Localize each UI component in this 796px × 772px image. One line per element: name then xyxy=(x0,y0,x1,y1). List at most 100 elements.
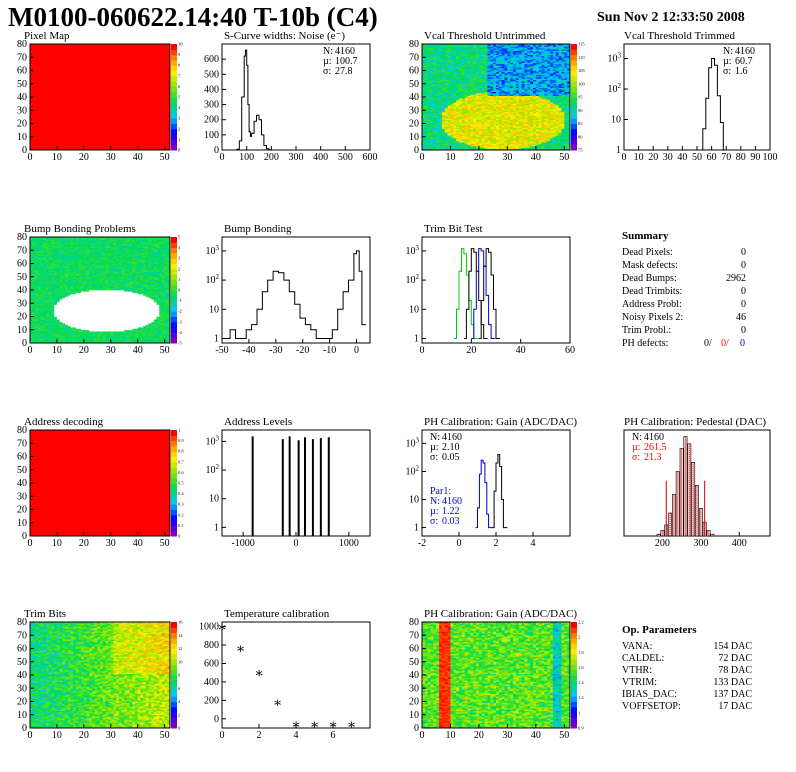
timestamp: Sun Nov 2 12:33:50 2008 xyxy=(597,10,745,25)
color-scale-step xyxy=(171,685,177,692)
y-tick-label: 10 xyxy=(17,325,27,336)
y-tick-label: 103 xyxy=(206,244,220,257)
summary-row-value: 0 xyxy=(741,325,746,336)
chart-scurve-noise: S-Curve widths: Noise (e⁻)0 100 200 300 400 5… xyxy=(204,30,378,163)
color-scale-label: 0.9 xyxy=(178,438,184,443)
color-scale-step xyxy=(171,311,177,317)
color-scale-step xyxy=(171,284,177,291)
plot-frame xyxy=(221,621,371,729)
color-scale-step xyxy=(171,504,177,510)
y-tick-label: 30 xyxy=(409,683,419,694)
color-scale-step xyxy=(171,675,177,681)
chart-ph-gain-map: PH Calibration: Gain (ADC/DAC) 0.9 1 1.2 1.4… xyxy=(409,608,584,741)
color-scale-label: 0.2 xyxy=(178,512,184,517)
chart-title: Trim Bits xyxy=(24,608,66,620)
color-scale-step xyxy=(171,237,177,243)
y-tick-label: 60 xyxy=(17,66,27,77)
color-scale-label: 5 xyxy=(178,95,181,100)
chart-temperature: Temperature calibration 0 2 4 6 0 200 400 600 800… xyxy=(199,608,371,741)
x-tick-label: 0 xyxy=(420,345,425,356)
color-scale-step xyxy=(571,70,577,77)
y-tick-label: 40 xyxy=(409,92,419,103)
y-tick-label: 60 xyxy=(409,66,419,77)
op-param-value: 72 DAC xyxy=(718,653,752,664)
summary-row-label: Dead Trimbits: xyxy=(622,286,682,297)
y-tick-label: 30 xyxy=(17,491,27,502)
summary-row-value: 0 xyxy=(741,299,746,310)
color-scale-step xyxy=(571,664,577,671)
stats2-value: 0.03 xyxy=(442,516,460,527)
y-tick-label: 600 xyxy=(204,54,219,65)
data-point: ∗ xyxy=(236,642,246,657)
data-point: ∗ xyxy=(328,718,338,733)
x-tick-label: 40 xyxy=(677,152,687,163)
y-tick-label: 60 xyxy=(17,452,27,463)
chart-title: Bump Bonding xyxy=(224,223,292,235)
stats-label: µ: xyxy=(430,442,439,453)
chart-address-decoding: Address decoding 0 0.1 0.2 0.3 0.4 0.5 0.6 0.7 0.… xyxy=(17,416,184,549)
stats2-label: σ: xyxy=(430,516,438,527)
color-scale-step xyxy=(571,44,577,50)
color-scale-label: 10 xyxy=(178,42,183,47)
color-scale-step xyxy=(171,59,177,66)
color-scale-step xyxy=(171,118,177,124)
color-scale-step xyxy=(171,332,177,339)
color-scale-label: 2 xyxy=(178,126,180,131)
x-tick-label: 0 xyxy=(28,538,33,549)
color-scale-step xyxy=(171,86,177,93)
color-scale-step xyxy=(171,690,177,697)
color-scale-label: 14 xyxy=(178,633,183,638)
x-tick-label: 40 xyxy=(133,345,143,356)
op-params-title: Op. Parameters xyxy=(622,624,697,636)
y-tick-label: 1 xyxy=(414,333,419,344)
x-tick-label: 500 xyxy=(338,152,353,163)
y-tick-label: 30 xyxy=(17,683,27,694)
color-scale-step xyxy=(171,664,177,671)
op-param-value: 78 DAC xyxy=(718,665,752,676)
page-title: M0100-060622.14:40 T-10b (C4) xyxy=(8,2,378,32)
y-tick-label: 80 xyxy=(17,232,27,243)
y-tick-label: 70 xyxy=(17,630,27,641)
color-scale-step xyxy=(571,717,577,724)
color-scale-label: 10 xyxy=(178,659,183,664)
x-tick-label: 50 xyxy=(160,152,170,163)
stats-value: 21.3 xyxy=(644,452,662,463)
color-scale-step xyxy=(571,91,577,98)
x-tick-label: 10 xyxy=(52,730,62,741)
x-tick-label: 10 xyxy=(445,730,455,741)
color-scale-step xyxy=(571,669,577,676)
x-tick-label: 0 xyxy=(622,152,627,163)
stats-label: σ: xyxy=(723,66,731,77)
x-tick-label: 70 xyxy=(721,152,731,163)
y-tick-label: 10 xyxy=(17,132,27,143)
color-scale-step xyxy=(171,263,177,270)
y-tick-label: 40 xyxy=(409,670,419,681)
x-tick-label: 10 xyxy=(52,152,62,163)
color-scale-step xyxy=(171,49,177,56)
x-tick-label: 80 xyxy=(736,152,746,163)
y-tick-label: 300 xyxy=(204,100,219,111)
color-scale-step xyxy=(571,632,577,639)
heatmap-cells xyxy=(422,622,571,729)
y-tick-label: 50 xyxy=(409,657,419,668)
color-scale-label: 0.6 xyxy=(178,470,184,475)
y-tick-label: 102 xyxy=(608,82,622,95)
color-scale-step xyxy=(171,445,177,452)
x-tick-label: 200 xyxy=(264,152,279,163)
x-tick-label: 40 xyxy=(133,730,143,741)
y-tick-label: 40 xyxy=(17,285,27,296)
color-scale-step xyxy=(171,75,177,82)
y-tick-label: 80 xyxy=(409,617,419,628)
color-scale-step xyxy=(571,643,577,649)
color-scale-step xyxy=(171,525,177,532)
color-scale-step xyxy=(171,637,177,644)
color-scale-label: 1 xyxy=(578,710,580,715)
x-tick-label: 0 xyxy=(28,152,33,163)
summary-row-label: Trim Probl.: xyxy=(622,325,671,336)
color-scale-step xyxy=(171,123,177,130)
color-scale-label: 8 xyxy=(178,63,181,68)
color-scale-step xyxy=(571,49,577,56)
x-tick-label: 20 xyxy=(79,152,89,163)
color-scale-step xyxy=(171,722,177,729)
y-tick-label: 400 xyxy=(204,84,219,95)
